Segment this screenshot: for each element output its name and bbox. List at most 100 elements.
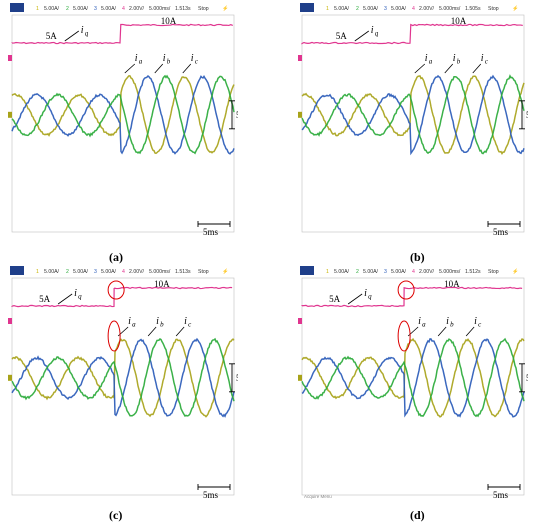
header-field: 1 <box>36 269 39 275</box>
iq-trace <box>11 286 233 308</box>
header-field: ⚡ <box>512 268 518 275</box>
scope-header <box>8 2 238 13</box>
iq-after-label: 10A <box>154 279 170 289</box>
ic-trace <box>11 337 235 418</box>
ch4-marker <box>298 318 302 324</box>
iq-trace <box>11 23 233 45</box>
ic-arrow <box>175 326 185 337</box>
header-field: ⚡ <box>222 5 228 12</box>
header-field: 4 <box>412 6 415 12</box>
scale-label: 5A <box>526 110 528 120</box>
header-field: 2.00V/ <box>129 6 145 12</box>
ch4-marker <box>8 318 12 324</box>
iq-after-label: 10A <box>161 16 177 26</box>
svg-text:a: a <box>139 58 143 66</box>
plot-area <box>301 277 525 496</box>
svg-text:i: i <box>364 288 367 299</box>
ib-arrow <box>437 326 447 337</box>
ia-trace <box>11 74 235 155</box>
header-field: 5.000ms/ <box>149 269 171 275</box>
svg-text:i: i <box>371 25 374 36</box>
header-field: 5.00A/ <box>44 6 60 12</box>
header-field: 5.00A/ <box>391 6 407 12</box>
header-field: Stop <box>198 269 209 275</box>
iq-before-label: 5A <box>336 31 348 41</box>
iq-trace <box>301 286 523 308</box>
svg-text:i: i <box>128 316 131 327</box>
header-field: 3 <box>384 269 387 275</box>
ib-trace <box>11 75 235 155</box>
svg-text:b: b <box>167 58 171 66</box>
panel-caption: (d) <box>410 508 425 522</box>
header-field: 1.513s <box>175 269 191 275</box>
ia-arrow <box>414 63 426 74</box>
header-field: 5.00A/ <box>363 269 379 275</box>
header-field: 1.512s <box>465 269 481 275</box>
scope-panel-b: 1 5.00A/2 5.00A/3 5.00A/4 2.00V/5.000ms/1.50… <box>298 2 528 237</box>
svg-text:q: q <box>375 30 379 38</box>
header-field: Stop <box>488 6 499 12</box>
svg-text:b: b <box>160 321 164 329</box>
iq-before-label: 5A <box>39 294 51 304</box>
ia-trace <box>301 337 525 418</box>
header-field: 5.00A/ <box>73 6 89 12</box>
ia-arrow <box>124 63 136 74</box>
svg-text:a: a <box>429 58 433 66</box>
svg-text:b: b <box>450 321 454 329</box>
ib-arrow <box>147 326 157 337</box>
scope-header <box>298 265 528 276</box>
header-field: ⚡ <box>222 268 228 275</box>
time-scale-label: 5ms <box>203 227 219 237</box>
svg-text:c: c <box>188 321 192 329</box>
iq-before-label: 5A <box>46 31 58 41</box>
svg-text:i: i <box>453 53 456 64</box>
header-field: 5.00A/ <box>334 269 350 275</box>
scope-panel-a: 1 5.00A/2 5.00A/3 5.00A/4 2.00V/5.000ms/1.51… <box>8 2 238 237</box>
highlight-ia-step <box>107 320 121 352</box>
iq-arrow <box>57 293 73 305</box>
ic-arrow <box>182 63 192 74</box>
scale-label: 5A <box>236 110 238 120</box>
scope-logo <box>300 3 314 12</box>
bottom-note: Acquire Menu <box>304 494 332 499</box>
header-field: 2 <box>356 269 359 275</box>
svg-text:i: i <box>163 53 166 64</box>
ch4-marker <box>8 55 12 61</box>
svg-text:i: i <box>191 53 194 64</box>
svg-text:q: q <box>78 293 82 301</box>
ch1-marker <box>8 374 12 381</box>
iq-arrow <box>354 30 370 42</box>
header-field: 5.00A/ <box>44 269 60 275</box>
scope-panel-c: 1 5.00A/2 5.00A/3 5.00A/4 2.00V/5.000ms/1.51… <box>8 265 238 500</box>
header-field: 5.00A/ <box>391 269 407 275</box>
svg-text:q: q <box>368 293 372 301</box>
header-field: 4 <box>412 269 415 275</box>
svg-text:i: i <box>481 53 484 64</box>
header-field: Stop <box>488 269 499 275</box>
ch1-marker <box>298 111 302 118</box>
header-field: 2.00V/ <box>419 269 435 275</box>
svg-text:a: a <box>132 321 136 329</box>
svg-text:i: i <box>474 316 477 327</box>
ib-arrow <box>154 63 164 74</box>
header-field: 1 <box>36 6 39 12</box>
highlight-iq-step <box>397 280 415 300</box>
scope-logo <box>10 266 24 275</box>
iq-arrow <box>64 30 80 42</box>
scope-header <box>8 265 238 276</box>
header-field: 5.00A/ <box>363 6 379 12</box>
svg-text:i: i <box>74 288 77 299</box>
header-field: 1 <box>326 6 329 12</box>
time-scale-label: 5ms <box>493 490 509 500</box>
iq-after-label: 10A <box>444 279 460 289</box>
